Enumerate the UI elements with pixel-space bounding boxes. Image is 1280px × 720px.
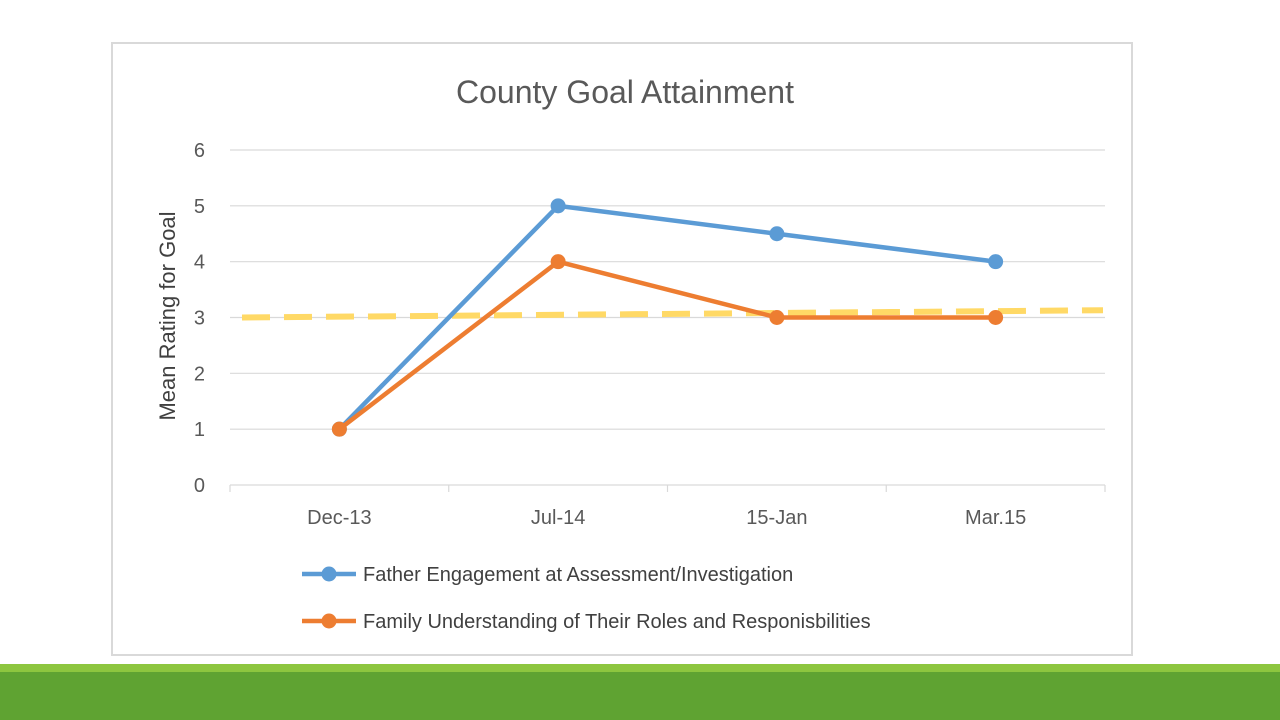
y-tick-label-4: 4 xyxy=(194,252,205,274)
axis-layer: 0 1 2 3 4 5 6 Dec-13 Jul-14 15-Jan Mar.15 xyxy=(194,140,1106,529)
footer-band-light xyxy=(0,664,1280,672)
x-tick-label-2: 15-Jan xyxy=(746,507,807,529)
data-point-s2-3 xyxy=(988,310,1004,325)
chart-svg: County Goal Attainment Mean Rating for G… xyxy=(155,74,1106,633)
legend-marker-1 xyxy=(321,566,337,582)
series-layer xyxy=(331,198,1004,437)
data-point-s2-2 xyxy=(769,310,785,325)
x-tick-label-1: Jul-14 xyxy=(531,507,585,529)
legend: Father Engagement at Assessment/Investig… xyxy=(302,564,871,633)
chart-frame: County Goal Attainment Mean Rating for G… xyxy=(111,42,1133,656)
x-tick-label-3: Mar.15 xyxy=(965,507,1026,529)
legend-marker-2 xyxy=(321,613,337,629)
reference-layer xyxy=(241,307,1104,321)
reference-line xyxy=(241,307,1104,321)
footer-band-dark xyxy=(0,672,1280,720)
y-axis-label: Mean Rating for Goal xyxy=(155,211,180,420)
series-line-1 xyxy=(337,203,998,432)
y-tick-label-3: 3 xyxy=(194,308,205,330)
data-point-s1-1 xyxy=(550,198,566,214)
y-tick-label-1: 1 xyxy=(194,419,205,441)
chart-title: County Goal Attainment xyxy=(456,74,794,110)
data-point-s1-2 xyxy=(769,226,785,242)
data-point-s2-0 xyxy=(331,421,347,437)
legend-label-2: Family Understanding of Their Roles and … xyxy=(363,611,871,633)
data-point-s2-1 xyxy=(550,254,566,270)
y-tick-label-5: 5 xyxy=(194,196,205,218)
series-line-2 xyxy=(337,259,998,432)
y-tick-label-6: 6 xyxy=(194,140,205,162)
x-tick-label-0: Dec-13 xyxy=(307,507,371,529)
y-tick-label-2: 2 xyxy=(194,363,205,385)
legend-label-1: Father Engagement at Assessment/Investig… xyxy=(363,564,793,586)
data-point-s1-3 xyxy=(988,254,1004,270)
y-tick-label-0: 0 xyxy=(194,475,205,497)
